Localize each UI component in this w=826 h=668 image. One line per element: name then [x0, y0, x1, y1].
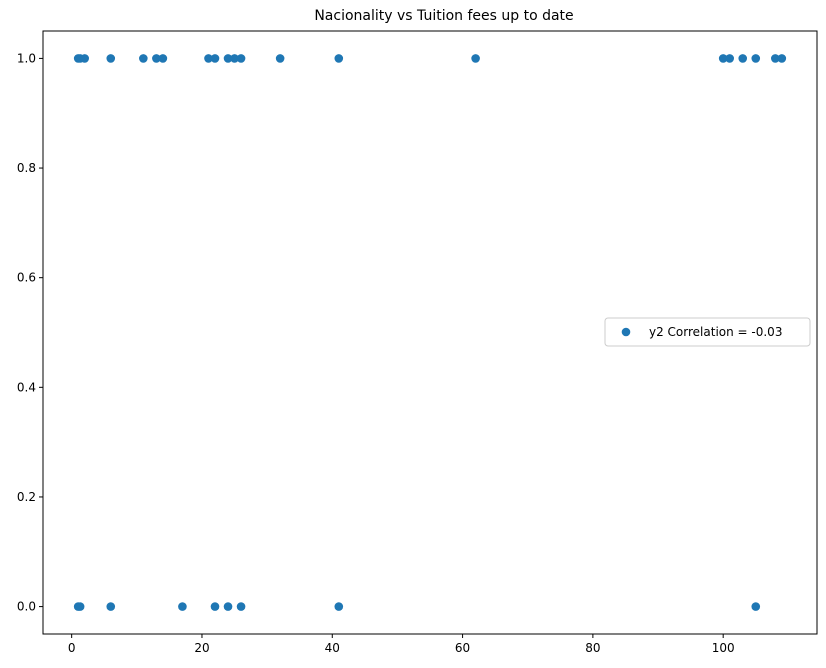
data-point — [178, 602, 187, 611]
data-point — [334, 602, 344, 611]
y-tick-label: 1.0 — [17, 51, 36, 65]
x-tick-label: 20 — [194, 641, 209, 655]
y-tick-label: 0.4 — [17, 380, 36, 394]
legend-box — [604, 317, 811, 347]
legend-label: y2 Correlation = -0.03 — [649, 325, 782, 339]
data-point — [718, 54, 728, 63]
data-point — [210, 54, 220, 63]
y-tick-label: 0.6 — [17, 271, 36, 285]
legend-marker — [621, 327, 631, 337]
chart-title: Nacionality vs Tuition fees up to date — [314, 8, 573, 24]
axes-frame — [42, 30, 818, 635]
data-point — [210, 602, 220, 611]
data-point — [471, 54, 480, 63]
x-tick-label: 0 — [68, 641, 76, 655]
data-point — [236, 54, 246, 63]
data-point — [725, 54, 734, 63]
y-tick-label: 0.8 — [17, 161, 36, 175]
data-point — [751, 54, 761, 63]
data-point — [223, 54, 233, 63]
y-tick-label: 0.2 — [17, 490, 36, 504]
data-point — [80, 54, 89, 63]
plot-area: 0 20 40 60 80 100 0.0 0.2 0.4 0.6 0.8 1.0 — [17, 30, 818, 655]
data-point — [75, 602, 85, 611]
data-point — [204, 54, 213, 63]
data-point — [106, 602, 116, 611]
data-point — [275, 54, 285, 63]
legend: y2 Correlation = -0.03 — [604, 317, 811, 347]
x-tick-label: 40 — [325, 641, 340, 655]
x-tick-label: 100 — [712, 641, 735, 655]
data-point — [158, 54, 168, 63]
data-point — [106, 54, 116, 63]
data-point — [777, 54, 787, 63]
x-tick-label: 80 — [585, 641, 600, 655]
x-tick-label: 60 — [455, 641, 470, 655]
data-point — [334, 54, 344, 63]
data-point — [230, 54, 239, 63]
y-tick-label: 0.0 — [17, 600, 36, 614]
data-point — [152, 54, 161, 63]
data-point — [751, 602, 761, 611]
data-point — [236, 602, 246, 611]
data-point — [139, 54, 148, 63]
data-point — [738, 54, 748, 63]
data-point — [771, 54, 780, 63]
data-point — [223, 602, 233, 611]
